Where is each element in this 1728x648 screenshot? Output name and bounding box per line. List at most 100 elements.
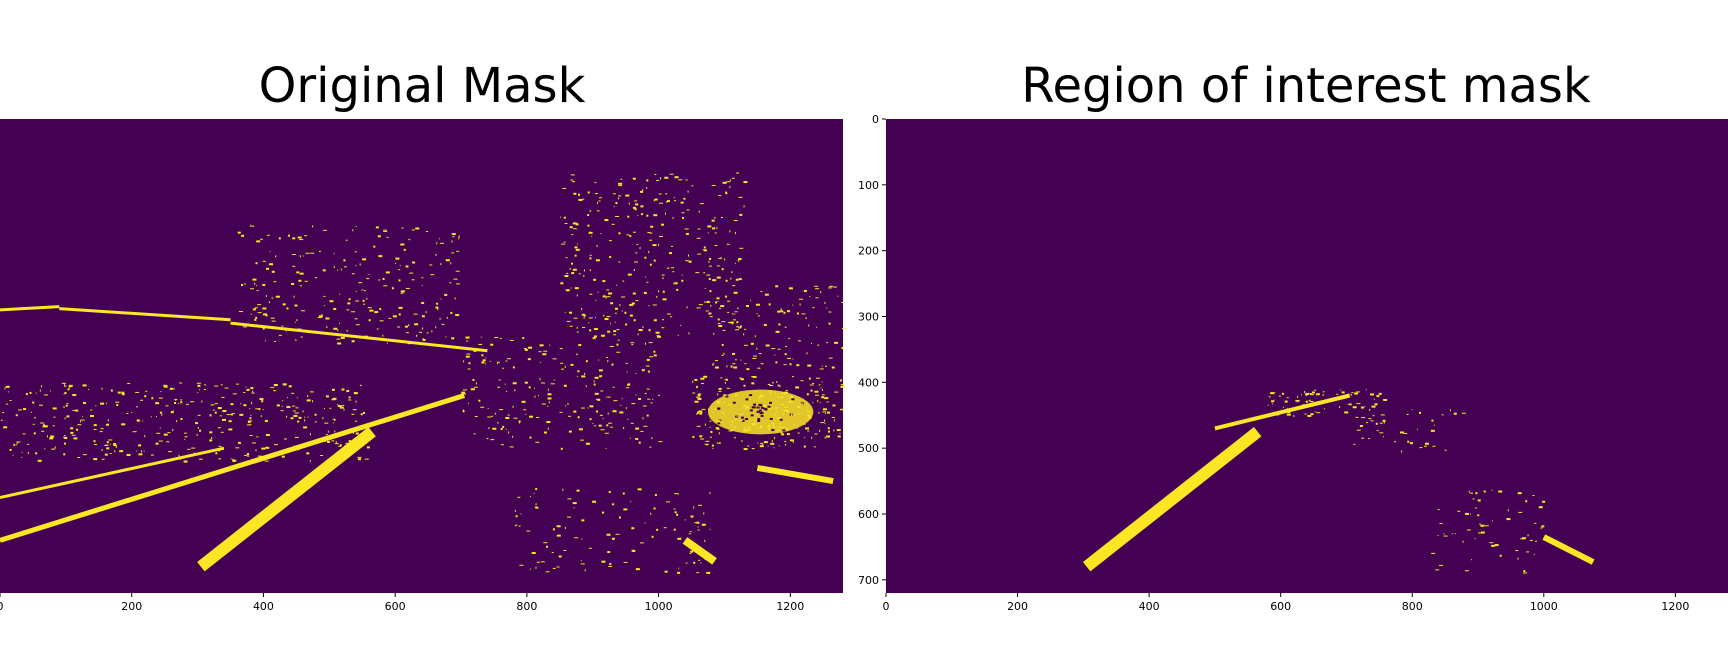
mask-pixel	[1273, 399, 1275, 401]
mask-pixel	[628, 383, 631, 385]
mask-pixel	[693, 561, 696, 564]
mask-pixel	[482, 359, 486, 362]
mask-pixel	[365, 336, 367, 339]
mask-pixel	[636, 243, 639, 245]
mask-pixel	[366, 297, 368, 300]
mask-pixel	[597, 291, 599, 293]
mask-pixel	[90, 409, 93, 411]
mask-pixel	[711, 219, 715, 222]
mask-pixel	[598, 369, 603, 372]
mask-pixel	[309, 459, 311, 462]
mask-gap	[725, 395, 729, 398]
mask-pixel	[745, 407, 750, 409]
mask-pixel	[568, 430, 572, 433]
mask-pixel	[369, 309, 374, 312]
mask-pixel	[650, 402, 653, 404]
mask-pixel	[615, 202, 618, 205]
mask-pixel	[716, 276, 721, 279]
mask-pixel	[664, 176, 669, 179]
mask-pixel	[682, 217, 685, 220]
mask-pixel	[197, 384, 201, 387]
mask-pixel	[72, 394, 77, 397]
mask-pixel	[600, 390, 604, 392]
mask-pixel	[379, 308, 382, 311]
mask-pixel	[595, 259, 600, 262]
mask-pixel	[751, 382, 755, 385]
mask-pixel	[502, 425, 505, 428]
mask-pixel	[425, 231, 428, 233]
mask-gap	[740, 416, 744, 419]
mask-pixel	[708, 260, 710, 263]
mask-pixel	[1295, 400, 1300, 402]
mask-pixel	[826, 435, 831, 438]
mask-pixel	[561, 243, 566, 245]
mask-pixel	[196, 382, 201, 384]
mask-gap	[791, 398, 795, 401]
mask-pixel	[121, 423, 126, 426]
mask-pixel	[408, 324, 410, 327]
mask-pixel	[594, 425, 597, 427]
mask-pixel	[618, 516, 621, 519]
mask-pixel	[578, 344, 582, 347]
mask-pixel	[137, 420, 141, 422]
mask-gap	[767, 405, 771, 408]
mask-pixel	[40, 385, 42, 388]
mask-pixel	[320, 454, 324, 456]
mask-pixel	[715, 301, 718, 304]
mask-pixel	[587, 191, 590, 194]
mask-pixel	[660, 177, 662, 180]
mask-pixel	[1457, 510, 1461, 512]
mask-pixel	[1423, 445, 1427, 447]
mask-pixel	[641, 369, 645, 372]
mask-pixel	[776, 411, 778, 413]
mask-pixel	[782, 426, 785, 428]
mask-pixel	[699, 435, 703, 438]
mask-gap	[741, 419, 745, 422]
mask-pixel	[478, 343, 483, 345]
mask-pixel	[607, 396, 611, 398]
mask-pixel	[246, 388, 250, 391]
mask-pixel	[274, 340, 277, 342]
mask-pixel	[37, 459, 42, 462]
mask-pixel	[792, 423, 795, 425]
mask-pixel	[738, 413, 742, 415]
mask-pixel	[401, 227, 404, 229]
mask-pixel	[494, 412, 496, 414]
mask-pixel	[705, 310, 709, 312]
mask-pixel	[730, 271, 733, 273]
mask-pixel	[832, 404, 836, 407]
mask-pixel	[41, 430, 45, 432]
mask-pixel	[619, 411, 624, 414]
mask-pixel	[298, 416, 302, 419]
mask-pixel	[763, 412, 766, 414]
mask-pixel	[698, 304, 703, 306]
mask-pixel	[589, 329, 592, 332]
mask-pixel	[526, 530, 531, 532]
mask-pixel	[3, 426, 8, 429]
mask-pixel	[1304, 413, 1307, 415]
mask-pixel	[695, 272, 700, 274]
mask-pixel	[731, 323, 733, 325]
mask-pixel	[559, 348, 563, 350]
mask-pixel	[251, 401, 253, 404]
mask-pixel	[1287, 411, 1291, 414]
mask-pixel	[573, 317, 578, 319]
mask-pixel	[104, 453, 108, 456]
mask-pixel	[712, 447, 714, 449]
mask-pixel	[797, 312, 800, 315]
mask-pixel	[780, 396, 783, 399]
mask-pixel	[676, 513, 679, 516]
mask-pixel	[684, 228, 689, 230]
mask-pixel	[601, 511, 604, 514]
mask-pixel	[777, 396, 780, 398]
mask-pixel	[379, 320, 384, 322]
mask-pixel	[741, 440, 743, 443]
mask-pixel	[9, 399, 12, 401]
mask-pixel	[709, 436, 712, 438]
mask-pixel	[21, 451, 23, 453]
mask-pixel	[774, 413, 776, 416]
mask-pixel	[238, 311, 243, 313]
mask-pixel	[360, 444, 364, 447]
mask-pixel	[292, 265, 296, 267]
mask-pixel	[720, 216, 723, 218]
